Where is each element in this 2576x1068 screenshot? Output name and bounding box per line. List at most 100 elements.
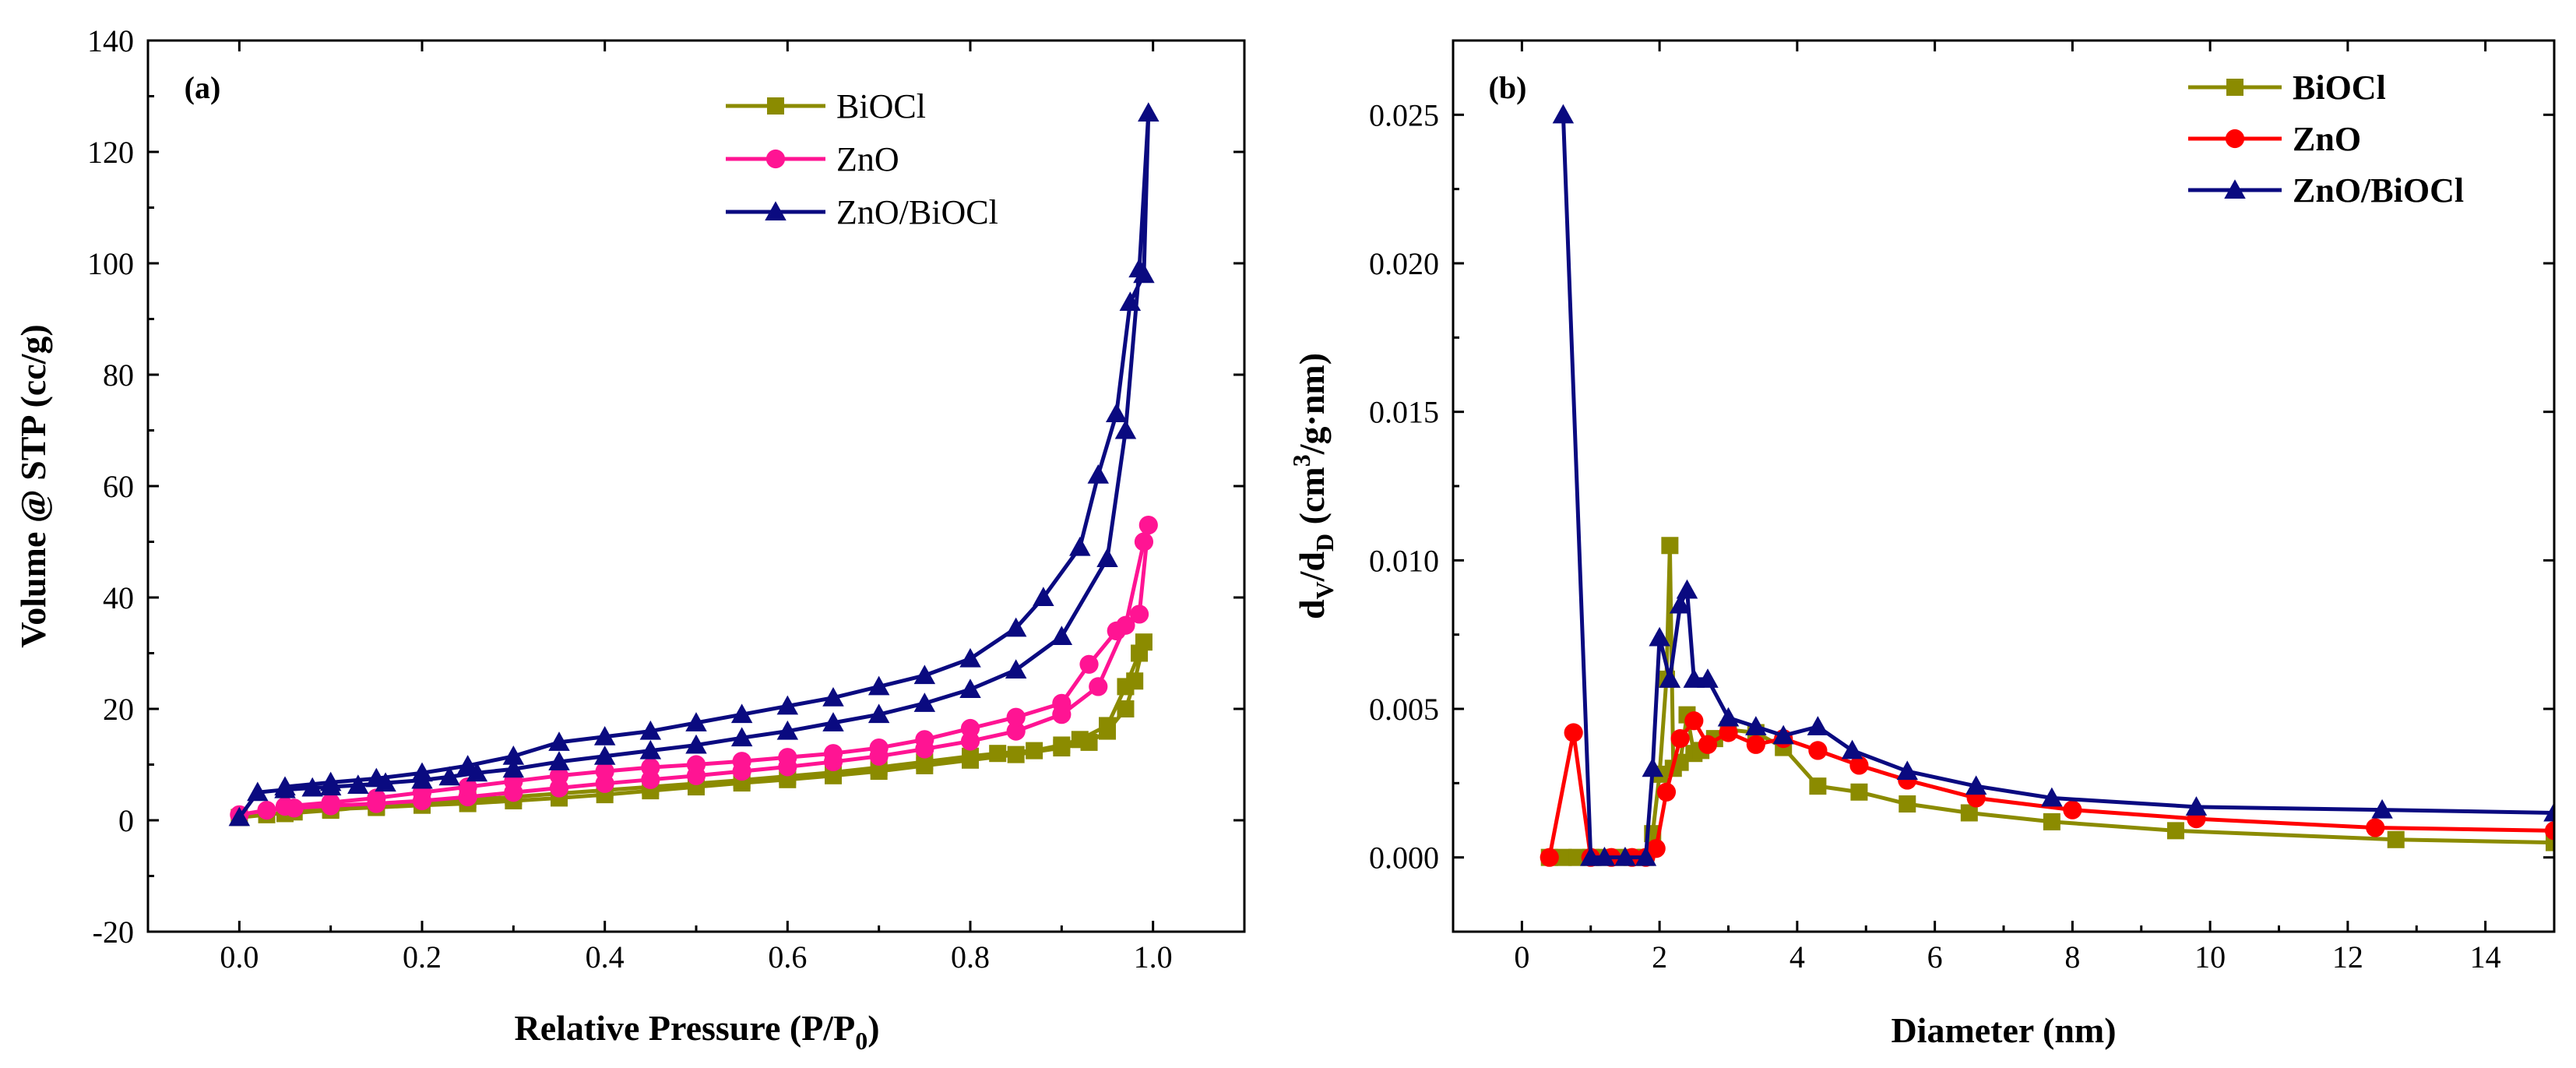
data-point: [365, 767, 388, 788]
data-point: [1661, 537, 1679, 555]
data-point: [1033, 587, 1054, 606]
series-zno: [230, 515, 1158, 824]
legend-marker: [765, 149, 786, 169]
x-axis-label: Relative Pressure (P/P0): [514, 1008, 879, 1055]
data-point: [962, 747, 979, 765]
data-point: [2166, 822, 2184, 840]
data-point: [549, 766, 569, 785]
data-point: [778, 748, 797, 767]
legend-marker: [765, 201, 787, 220]
data-point: [732, 752, 751, 771]
data-point: [458, 777, 477, 797]
data-point: [2544, 821, 2554, 841]
y-tick-label: 0.020: [1369, 246, 1439, 281]
data-point: [822, 712, 844, 731]
data-point: [1131, 644, 1149, 662]
data-point: [1642, 757, 1664, 777]
data-point: [1580, 846, 1602, 866]
pa-series: [228, 102, 1160, 827]
data-point: [2366, 818, 2385, 837]
x-tick-label: 4: [1789, 939, 1805, 975]
data-point: [1005, 659, 1027, 679]
data-point: [1717, 707, 1740, 727]
data-point: [1614, 846, 1636, 866]
x-tick-label: 6: [1927, 939, 1943, 975]
data-point: [1809, 777, 1827, 795]
data-point: [1117, 700, 1135, 717]
y-tick-label: 40: [103, 580, 134, 615]
data-point: [347, 774, 369, 794]
data-point: [959, 647, 981, 668]
data-point: [228, 806, 251, 827]
data-point: [913, 664, 936, 685]
data-point: [1133, 263, 1155, 284]
data-point: [1772, 724, 1794, 745]
data-point: [685, 712, 707, 731]
x-tick-label: 8: [2064, 939, 2080, 975]
legend-marker: [2226, 79, 2243, 96]
data-point: [1646, 839, 1666, 858]
legend-marker: [767, 97, 784, 115]
data-point: [1079, 654, 1099, 674]
data-point: [2063, 800, 2082, 820]
series-zno-biocl: [1552, 104, 2554, 866]
data-point: [1138, 102, 1160, 122]
data-point: [1635, 846, 1657, 866]
data-point: [1697, 668, 1719, 688]
data-point: [1683, 668, 1705, 688]
data-point: [1071, 731, 1089, 749]
data-point: [1659, 668, 1681, 688]
data-point: [1899, 795, 1916, 813]
panel-label: (b): [1489, 70, 1527, 105]
y-tick-label: 0.010: [1369, 543, 1439, 578]
data-point: [1649, 626, 1670, 647]
data-point: [1896, 760, 1919, 781]
pb-series: [1540, 104, 2554, 867]
legend-label: BiOCl: [836, 87, 926, 125]
x-tick-label: 14: [2470, 939, 2501, 975]
data-point: [1134, 532, 1154, 552]
data-point: [2185, 796, 2208, 816]
x-tick-label: 12: [2332, 939, 2363, 975]
y-tick-label: 0.005: [1369, 692, 1439, 727]
data-point: [438, 766, 460, 786]
data-point: [1540, 848, 1559, 867]
data-point: [1670, 729, 1690, 749]
data-point: [548, 751, 570, 770]
data-point: [869, 738, 889, 758]
data-point: [1105, 403, 1128, 423]
data-point: [274, 776, 296, 796]
series-zno-biocl: [228, 102, 1160, 827]
x-tick-label: 0.0: [220, 939, 259, 975]
data-point: [2387, 830, 2405, 848]
data-point: [1965, 775, 1987, 795]
data-point: [1849, 756, 1869, 775]
data-point: [730, 727, 753, 747]
legend-label: ZnO/BiOCl: [836, 193, 998, 231]
data-point: [2041, 787, 2063, 807]
y-axis-label: dV/dD (cm3/g·nm): [1287, 353, 1339, 619]
legend-label: ZnO: [2293, 120, 2361, 158]
data-point: [1698, 735, 1718, 754]
y-axis-label: Volume @ STP (cc/g): [13, 324, 53, 647]
data-point: [1089, 677, 1108, 696]
data-point: [502, 745, 525, 765]
data-point: [1676, 579, 1698, 599]
data-point: [1807, 716, 1829, 735]
y-tick-label: 60: [103, 469, 134, 504]
data-point: [1087, 464, 1110, 484]
y-tick-label: 20: [103, 692, 134, 727]
x-tick-label: 1.0: [1134, 939, 1173, 975]
data-point: [1850, 783, 1868, 801]
pa-ticks: 0.0 0.2 0.4 0.6 0.8 1.0 -20 0 20 40 60 80 100 120 140: [87, 23, 1244, 975]
data-point: [1960, 804, 1978, 822]
panel-a-isotherm-chart: 0.0 0.2 0.4 0.6 0.8 1.0 -20 0 20 40 60 80 100 120 140 (…: [13, 23, 1246, 1055]
data-point: [2546, 834, 2554, 851]
data-point: [411, 762, 433, 782]
legend-marker: [2224, 179, 2246, 199]
data-point: [1129, 604, 1149, 624]
data-point: [685, 734, 707, 754]
panel-b-pore-size-chart: 0 2 4 6 8 10 12 14 0.000 0.005 0.010 0.015 0.020 0.02…: [1287, 39, 2556, 1050]
data-point: [1117, 678, 1135, 696]
